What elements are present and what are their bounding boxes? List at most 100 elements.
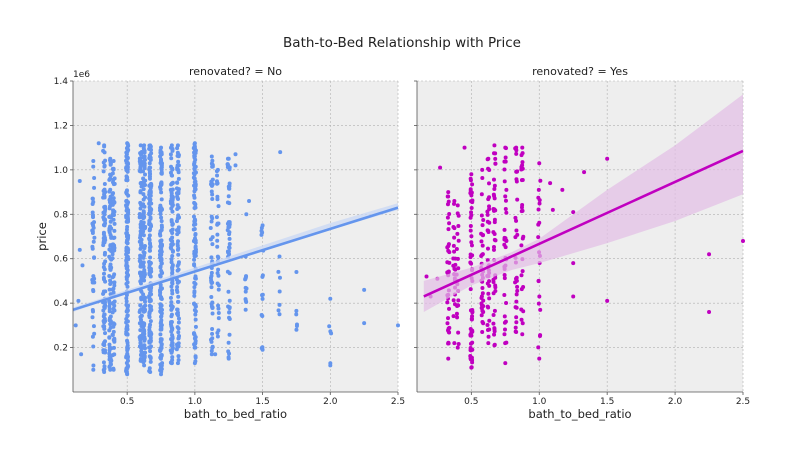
- panel-title: renovated? = Yes: [532, 65, 628, 78]
- scatter-point: [170, 336, 175, 341]
- scatter-point: [492, 332, 497, 337]
- scatter-point: [469, 333, 474, 338]
- scatter-point: [102, 340, 107, 345]
- scatter-point: [233, 163, 238, 168]
- scatter-point: [158, 258, 163, 263]
- scatter-point: [111, 177, 116, 182]
- scatter-point: [141, 260, 146, 265]
- scatter-point: [169, 326, 174, 331]
- scatter-point: [107, 177, 112, 182]
- scatter-point: [193, 164, 198, 169]
- scatter-point: [502, 179, 507, 184]
- scatter-point: [215, 232, 220, 237]
- scatter-point: [247, 198, 252, 203]
- scatter-point: [124, 329, 129, 334]
- scatter-point: [227, 241, 232, 246]
- scatter-point: [513, 325, 518, 330]
- scatter-point: [103, 218, 108, 223]
- scatter-point: [108, 314, 113, 319]
- scatter-point: [605, 156, 610, 161]
- scatter-point: [513, 305, 518, 310]
- scatter-point: [468, 224, 473, 229]
- scatter-point: [112, 308, 117, 313]
- scatter-point: [260, 314, 265, 319]
- scatter-point: [451, 263, 456, 268]
- scatter-point: [208, 337, 213, 342]
- scatter-point: [107, 354, 112, 359]
- plot-area: [73, 81, 398, 392]
- scatter-point: [110, 171, 115, 176]
- scatter-point: [503, 159, 508, 164]
- scatter-point: [112, 181, 117, 186]
- scatter-point: [492, 151, 497, 156]
- scatter-point: [515, 288, 520, 293]
- scatter-point: [138, 308, 143, 313]
- scatter-point: [148, 336, 153, 341]
- scatter-point: [175, 307, 180, 312]
- scatter-point: [193, 354, 198, 359]
- scatter-point: [487, 220, 492, 225]
- scatter-point: [469, 316, 474, 321]
- scatter-point: [536, 301, 541, 306]
- scatter-point: [502, 167, 507, 172]
- scatter-point: [141, 220, 146, 225]
- scatter-point: [141, 322, 146, 327]
- scatter-point: [487, 283, 492, 288]
- scatter-point: [445, 270, 450, 275]
- scatter-point: [209, 219, 214, 224]
- scatter-point: [107, 197, 112, 202]
- scatter-point: [192, 236, 197, 241]
- scatter-point: [227, 186, 232, 191]
- scatter-point: [537, 161, 542, 166]
- scatter-point: [504, 210, 509, 215]
- scatter-point: [141, 229, 146, 234]
- scatter-point: [479, 313, 484, 318]
- scatter-point: [396, 323, 400, 328]
- scatter-point: [515, 232, 520, 237]
- scatter-point: [158, 212, 163, 217]
- scatter-point: [226, 340, 231, 345]
- scatter-point: [445, 321, 450, 326]
- scatter-point: [193, 274, 198, 279]
- scatter-point: [112, 283, 117, 288]
- scatter-point: [481, 218, 486, 223]
- scatter-point: [470, 310, 475, 315]
- scatter-point: [125, 308, 130, 313]
- scatter-point: [142, 250, 147, 255]
- scatter-point: [227, 306, 232, 311]
- scatter-point: [504, 340, 509, 345]
- scatter-point: [446, 341, 451, 346]
- scatter-point: [111, 248, 116, 253]
- scatter-point: [480, 223, 485, 228]
- scatter-point: [210, 158, 215, 163]
- scatter-point: [148, 255, 153, 260]
- scatter-point: [102, 234, 107, 239]
- scatter-point: [138, 151, 143, 156]
- scatter-point: [142, 215, 147, 220]
- scatter-point: [491, 230, 496, 235]
- scatter-point: [168, 152, 173, 157]
- scatter-point: [210, 280, 215, 285]
- scatter-point: [502, 292, 507, 297]
- scatter-point: [158, 347, 163, 352]
- scatter-point: [90, 196, 95, 201]
- x-tick-label: 1.0: [188, 397, 203, 407]
- scatter-point: [138, 164, 143, 169]
- scatter-point: [462, 145, 467, 150]
- scatter-point: [514, 275, 519, 280]
- scatter-point: [493, 156, 498, 161]
- scatter-point: [103, 221, 108, 226]
- scatter-point: [210, 345, 215, 350]
- scatter-point: [456, 303, 461, 308]
- scatter-point: [124, 190, 129, 195]
- scatter-point: [124, 368, 129, 373]
- scatter-point: [193, 183, 198, 188]
- scatter-point: [492, 193, 497, 198]
- scatter-point: [210, 300, 215, 305]
- scatter-point: [486, 291, 491, 296]
- scatter-point: [519, 243, 524, 248]
- scatter-point: [538, 307, 543, 312]
- scatter-point: [225, 165, 230, 170]
- scatter-point: [210, 331, 215, 336]
- scatter-point: [141, 210, 146, 215]
